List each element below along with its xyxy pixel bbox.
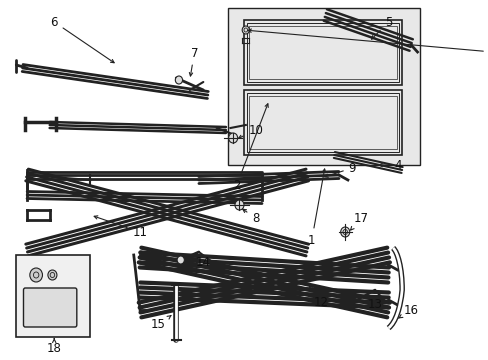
Text: 11: 11 <box>94 216 147 239</box>
Bar <box>244 90 401 155</box>
Bar <box>244 20 401 85</box>
Text: 7: 7 <box>189 46 198 76</box>
Bar <box>249 96 396 149</box>
FancyBboxPatch shape <box>23 288 77 327</box>
Text: 15: 15 <box>150 316 170 332</box>
Circle shape <box>175 76 182 84</box>
Bar <box>246 23 399 82</box>
Text: 13: 13 <box>367 298 382 311</box>
Circle shape <box>340 227 349 237</box>
Circle shape <box>228 133 237 143</box>
Text: 4: 4 <box>378 158 401 171</box>
Circle shape <box>30 268 42 282</box>
Text: 18: 18 <box>47 339 61 355</box>
Text: 8: 8 <box>243 209 259 225</box>
Text: 5: 5 <box>371 15 391 39</box>
Text: 9: 9 <box>324 162 355 177</box>
Text: 6: 6 <box>50 15 114 63</box>
Circle shape <box>48 270 57 280</box>
Polygon shape <box>227 8 419 165</box>
Bar <box>249 26 396 79</box>
Text: 1: 1 <box>307 169 325 247</box>
Text: 12: 12 <box>309 285 327 310</box>
Text: 14: 14 <box>190 256 210 269</box>
Circle shape <box>234 200 244 210</box>
Text: 16: 16 <box>398 303 418 318</box>
Text: 3: 3 <box>247 29 488 59</box>
Bar <box>246 93 399 152</box>
Bar <box>16 255 90 337</box>
Circle shape <box>242 26 249 34</box>
Text: 10: 10 <box>238 123 263 138</box>
Text: 2: 2 <box>233 104 268 192</box>
Circle shape <box>177 256 184 264</box>
Text: 17: 17 <box>350 212 368 230</box>
Circle shape <box>480 13 487 21</box>
